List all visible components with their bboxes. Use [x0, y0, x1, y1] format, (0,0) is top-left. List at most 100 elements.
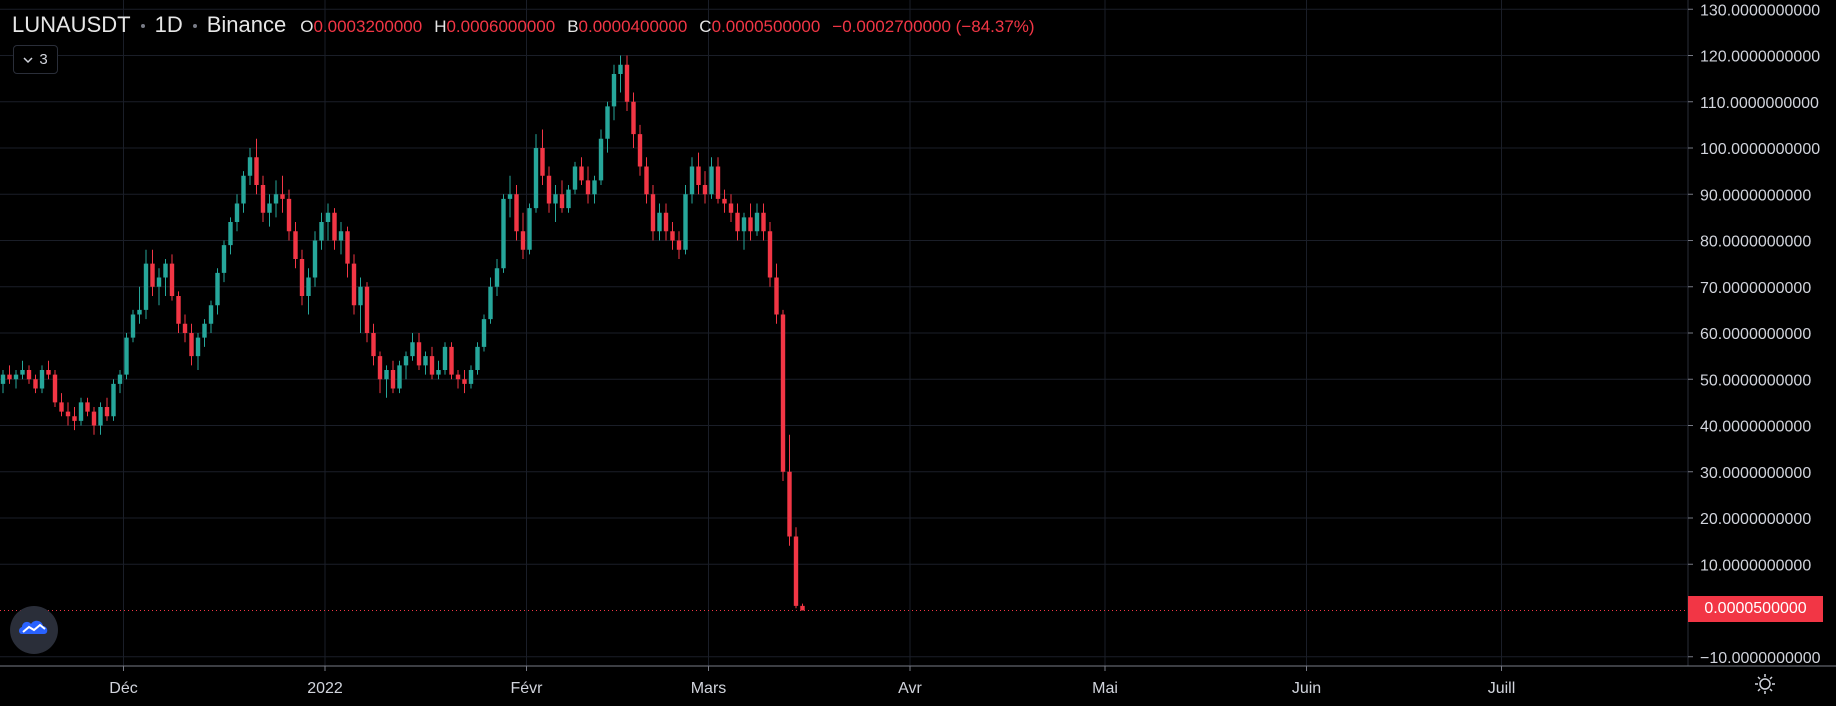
candle [683, 185, 688, 255]
candle-body [293, 231, 298, 259]
candle [533, 134, 539, 213]
candle-body [475, 346, 480, 370]
candle [208, 300, 214, 333]
candle [455, 370, 461, 389]
candle-body [306, 277, 311, 296]
y-tick-label: 30.0000000000 [1700, 465, 1811, 482]
candle [540, 129, 545, 185]
candle-body [364, 286, 370, 333]
candle-body [98, 407, 103, 426]
candle [611, 64, 617, 121]
candle-body [449, 346, 454, 375]
candle-body [124, 337, 129, 375]
candle [280, 175, 285, 213]
candle [475, 342, 480, 375]
candle [754, 203, 760, 236]
symbol-name[interactable]: LUNAUSDT [12, 12, 131, 37]
candle [462, 370, 467, 394]
candle [520, 212, 526, 259]
candle-body [325, 212, 331, 222]
candle-body [410, 342, 415, 357]
price-axis[interactable]: −10.0000000000 10.0000000000 20.0000000000… [1688, 2, 1821, 667]
candle [637, 124, 643, 176]
candle-body [605, 106, 610, 139]
candle [20, 360, 25, 380]
candle [72, 407, 77, 431]
candle-body [429, 356, 435, 375]
candle-body [195, 337, 201, 357]
candle-body [78, 402, 84, 421]
collapse-indicators-button[interactable]: 3 [13, 45, 58, 74]
candle-body [507, 194, 513, 199]
candle [273, 180, 279, 218]
candle-body [520, 231, 526, 250]
candle [85, 397, 90, 417]
candle [598, 129, 604, 185]
time-axis[interactable]: Déc 2022 Févr Mars Avr Mai Juin Juill [109, 666, 1515, 697]
candle-body [663, 212, 669, 232]
y-tick-label: 70.0000000000 [1700, 280, 1811, 297]
candle [176, 291, 181, 333]
candle-body [59, 402, 64, 412]
candle [546, 166, 552, 213]
candle-body [150, 263, 155, 287]
candle [195, 333, 201, 370]
candle [780, 309, 786, 481]
candle-body [33, 379, 38, 389]
candle-body [670, 231, 675, 241]
candle [312, 231, 318, 287]
candle-body [754, 212, 760, 232]
candle-body [579, 166, 584, 181]
candle-body [169, 263, 175, 296]
candle-body [104, 407, 110, 417]
candle-body [722, 198, 727, 204]
candle-body [384, 370, 389, 380]
candle-body [741, 217, 747, 232]
candle [39, 365, 45, 394]
candle [468, 365, 474, 389]
candle [332, 208, 337, 250]
candle-body [156, 277, 162, 287]
tradingview-logo-button[interactable] [10, 606, 58, 654]
candle [429, 346, 435, 380]
candle [403, 351, 409, 380]
candle-body [241, 175, 246, 204]
candle [702, 171, 708, 204]
x-tick-label: Mars [691, 680, 727, 697]
candle-body [371, 333, 376, 357]
candle [228, 217, 233, 255]
y-tick-label: 40.0000000000 [1700, 419, 1811, 436]
candle-body [0, 374, 6, 384]
candle [670, 222, 675, 250]
candle [267, 194, 272, 227]
candle [579, 157, 584, 185]
candle [345, 226, 350, 278]
candle [182, 314, 188, 343]
candle [33, 374, 38, 394]
x-tick-label: Févr [511, 680, 544, 697]
x-tick-label: 2022 [307, 680, 343, 697]
candle-body [566, 189, 571, 209]
gear-icon[interactable] [1752, 671, 1778, 697]
candle [631, 92, 636, 148]
chart-legend: LUNAUSDT 1D Binance O0.0003200000 H0.000… [12, 12, 1035, 38]
interval-label[interactable]: 1D [154, 12, 183, 37]
y-tick-label: 60.0000000000 [1700, 326, 1811, 343]
candle-body [774, 277, 779, 315]
candle-body [221, 245, 227, 273]
y-tick-label: 90.0000000000 [1700, 187, 1811, 204]
candle-body [403, 356, 409, 366]
candle-body [390, 370, 396, 389]
candle-body [598, 138, 604, 181]
candle [488, 277, 493, 324]
candle-body [52, 374, 58, 403]
candle [650, 185, 656, 241]
candle-body [462, 379, 467, 384]
candle [410, 333, 415, 361]
candle-body [312, 240, 318, 278]
candle-body [455, 374, 461, 380]
candle [735, 203, 740, 241]
candle [800, 603, 805, 611]
candle [481, 314, 487, 352]
